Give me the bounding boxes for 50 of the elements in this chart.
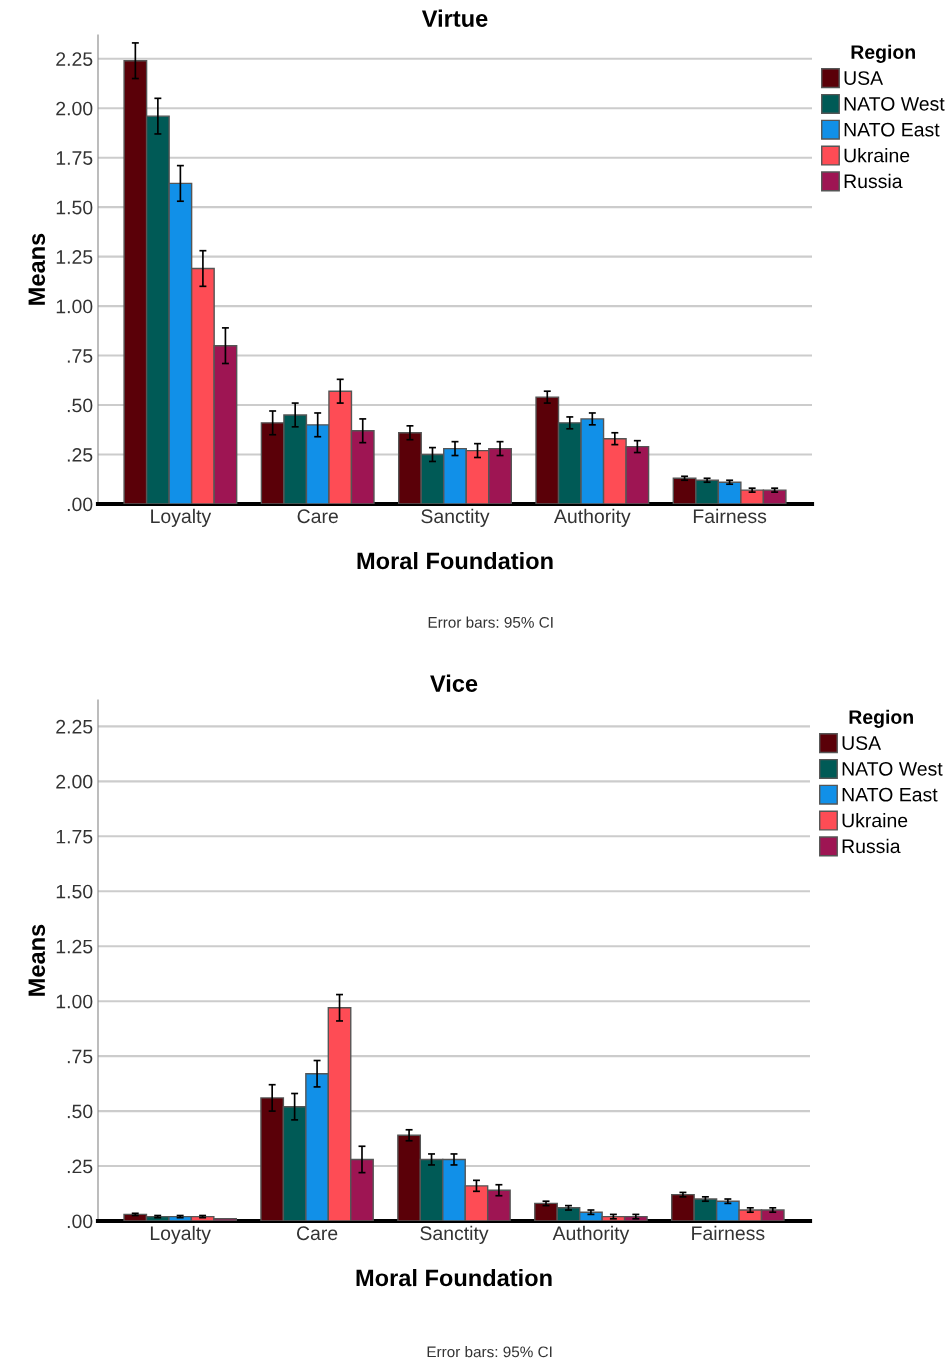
y-tick-label: 1.25 [56,939,93,954]
y-axis-title: Means [28,233,46,305]
y-tick-label: .50 [67,398,93,413]
y-tick-label: .00 [67,1214,93,1229]
text: Error bars: 95% CI [428,616,553,628]
x-tick-label: Fairness [693,508,767,524]
x-tick-label: Sanctity [421,508,490,527]
x-tick-label: Authority [552,1225,630,1244]
y-tick-label: .25 [67,1159,93,1174]
legend-label: USA [844,71,884,85]
x-tick-label: Sanctity [420,1225,489,1244]
y-tick-label: 1.00 [56,994,93,1009]
y-tick-label: .00 [67,497,93,512]
y-tick-label: 1.75 [56,829,93,844]
legend-label: NATO West [844,96,945,111]
x-tick-label: Loyalty [151,508,212,527]
y-tick-label: .25 [67,448,93,462]
legend-label: Russia [842,838,901,854]
y-tick-label: 2.25 [56,52,93,66]
y-tick-label: 1.50 [56,884,93,899]
y-tick-label: 2.00 [56,774,93,789]
legend-label: USA [842,736,882,750]
legend-label: Ukraine [844,148,910,163]
chart-title: Virtue [421,9,488,27]
y-tick-label: 2.00 [56,101,93,116]
y-tick-label: 1.75 [56,151,93,165]
x-tick-label: Care [296,1226,338,1241]
y-tick-label: 1.00 [56,299,93,314]
legend-label: NATO West [842,761,943,776]
legend-title: Region [851,44,915,63]
x-axis-title: Moral Foundation [356,1268,552,1287]
x-tick-label: Authority [553,508,631,527]
text: Error bars: 95% CI [427,1346,552,1358]
legend-label: Ukraine [842,813,908,828]
y-tick-label: .75 [67,1049,93,1064]
legend-label: NATO East [842,787,938,802]
y-tick-label: .50 [67,1104,93,1119]
y-tick-label: 2.25 [56,719,93,734]
x-tick-label: Fairness [692,1225,765,1241]
x-tick-label: Care [297,509,338,524]
x-tick-label: Loyalty [150,1225,211,1244]
legend-label: NATO East [844,122,940,137]
legend-title: Region [849,709,913,728]
y-tick-label: .75 [67,349,93,363]
chart-title: Vice [430,674,478,692]
legend-label: Russia [844,173,903,189]
x-axis-title: Moral Foundation [357,551,553,570]
y-tick-label: 1.50 [56,200,93,215]
y-axis-title: Means [28,924,46,996]
y-tick-label: 1.25 [56,250,93,264]
